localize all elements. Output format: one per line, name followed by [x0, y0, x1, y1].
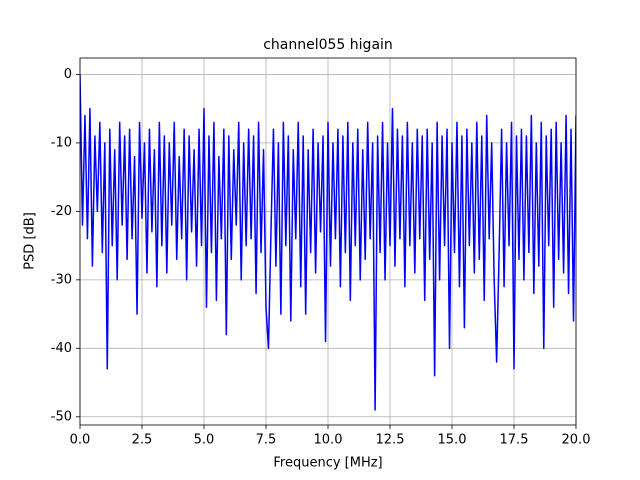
y-tick-label: 0 [64, 67, 72, 82]
x-tick-label: 5.0 [194, 433, 215, 448]
y-axis-label: PSD [dB] [23, 212, 38, 270]
y-tick-label: -40 [51, 341, 72, 356]
x-tick-label: 7.5 [256, 433, 277, 448]
x-tick-label: 2.5 [132, 433, 153, 448]
x-tick-label: 10.0 [314, 433, 343, 448]
y-tick-label: -30 [51, 272, 72, 287]
x-tick-label: 12.5 [376, 433, 405, 448]
x-axis-label: Frequency [MHz] [273, 456, 382, 471]
y-tick-label: -50 [51, 409, 72, 424]
chart-title: channel055 higain [263, 37, 393, 53]
x-tick-label: 20.0 [562, 433, 591, 448]
psd-line [80, 74, 576, 411]
plot-frame [79, 57, 577, 426]
x-tick-label: 0.0 [70, 433, 91, 448]
y-tick-label: -10 [51, 135, 72, 150]
x-tick-label: 15.0 [438, 433, 467, 448]
y-tick-label: -20 [51, 204, 72, 219]
x-tick-label: 17.5 [500, 433, 529, 448]
